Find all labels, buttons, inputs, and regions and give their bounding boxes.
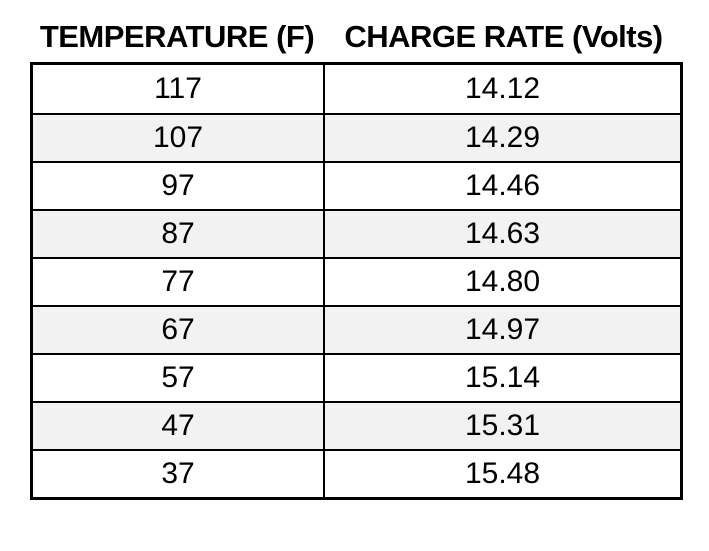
- charge-rate-cell: 14.12: [464, 72, 541, 105]
- table-row: 97 14.46: [33, 161, 680, 209]
- temperature-cell: 57: [33, 355, 325, 401]
- charge-rate-cell: 14.80: [464, 265, 541, 298]
- temperature-cell: 47: [33, 403, 325, 449]
- charge-rate-cell: 14.97: [464, 313, 541, 346]
- table-row: 117 14.12: [33, 65, 680, 113]
- table-row: 107 14.29: [33, 113, 680, 161]
- charge-rate-cell: 15.14: [464, 361, 541, 394]
- table-row: 57 15.14: [33, 353, 680, 401]
- temperature-cell: 67: [33, 307, 325, 353]
- temperature-cell: 87: [33, 211, 325, 257]
- charge-rate-table: TEMPERATURE (F) CHARGE RATE (Volts) 117 …: [30, 12, 683, 500]
- charge-rate-cell: 14.29: [464, 121, 541, 154]
- table-row: 67 14.97: [33, 305, 680, 353]
- temperature-cell: 37: [33, 451, 325, 497]
- temperature-cell: 107: [33, 115, 325, 161]
- temperature-cell: 77: [33, 259, 325, 305]
- charge-rate-cell: 15.31: [464, 409, 541, 442]
- table-row: 87 14.63: [33, 209, 680, 257]
- table-row: 77 14.80: [33, 257, 680, 305]
- table-header-row: TEMPERATURE (F) CHARGE RATE (Volts): [30, 12, 683, 62]
- table-row: 47 15.31: [33, 401, 680, 449]
- charge-rate-cell: 14.63: [464, 217, 541, 250]
- charge-rate-cell: 14.46: [464, 169, 541, 202]
- charge-rate-column-header: CHARGE RATE (Volts): [344, 19, 663, 54]
- temperature-cell: 97: [33, 163, 325, 209]
- charge-rate-cell: 15.48: [464, 457, 541, 490]
- table-row: 37 15.48: [33, 449, 680, 497]
- temperature-column-header: TEMPERATURE (F): [39, 19, 315, 54]
- temperature-cell: 117: [33, 65, 325, 113]
- data-table: 117 14.12 107 14.29 97 14.46 87 14.63 77…: [30, 62, 683, 500]
